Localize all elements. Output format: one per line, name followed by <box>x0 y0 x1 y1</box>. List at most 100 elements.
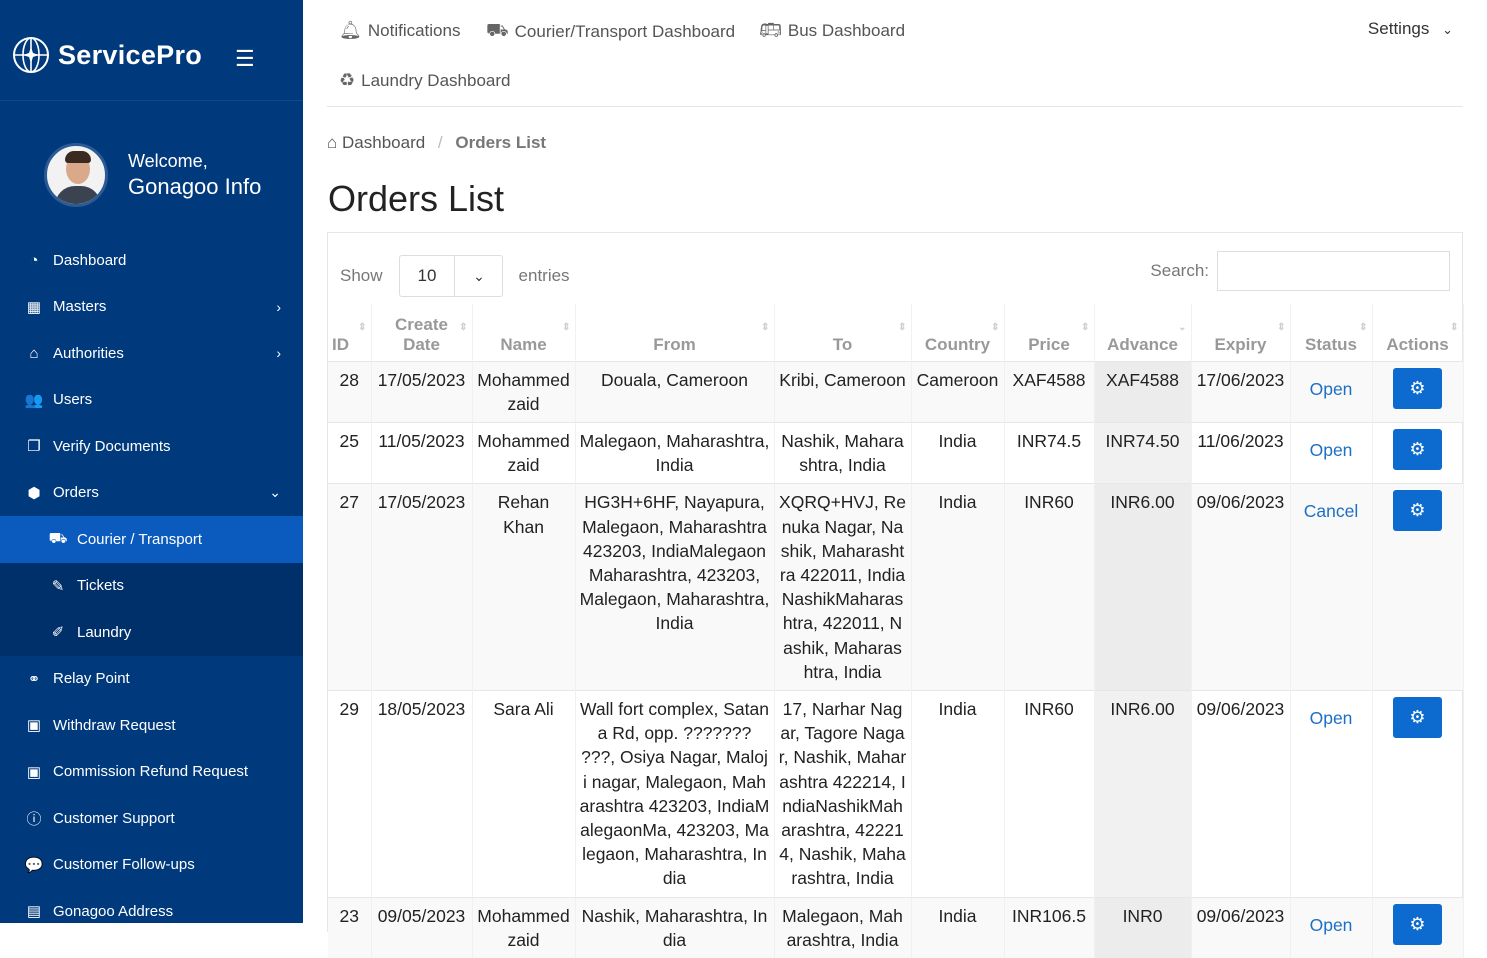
column-header-id[interactable]: ID ⇕ <box>328 304 372 361</box>
column-header-status[interactable]: Status ⇕ <box>1290 304 1373 361</box>
cell-id: 29 <box>328 689 372 898</box>
column-label: Price <box>1028 334 1070 354</box>
sidebar-item-dashboard[interactable]: ◔ Dashboard <box>0 237 303 284</box>
settings-dropdown[interactable]: Settings ⌄ <box>1368 19 1453 39</box>
cell-date: 17/05/2023 <box>371 360 473 423</box>
column-header-name[interactable]: Name ⇕ <box>472 304 576 361</box>
brand-logo[interactable]: ServicePro <box>12 36 202 74</box>
sidebar-item-masters[interactable]: ▦ Masters › <box>0 284 303 331</box>
actions-button[interactable]: ⚙ <box>1393 696 1442 738</box>
sidebar-item-label: Masters <box>53 298 107 316</box>
cell-price: INR60 <box>1004 689 1095 898</box>
actions-button[interactable]: ⚙ <box>1393 367 1442 409</box>
cell-price: XAF4588 <box>1004 360 1095 423</box>
documents-icon: ❐ <box>27 438 41 456</box>
cell-status: Cancel <box>1290 483 1373 691</box>
cell-date: 17/05/2023 <box>371 483 473 691</box>
cell-to: Nashik, Maharashtra, India <box>774 421 912 484</box>
orders-icon: ⬢ <box>27 484 41 502</box>
cogs-icon: ⚙ <box>1409 500 1426 521</box>
actions-button[interactable]: ⚙ <box>1393 490 1442 532</box>
breadcrumb-dashboard[interactable]: Dashboard <box>342 133 426 152</box>
top-navigation: 🔔︎ Notifications ⛟ Courier/Transport Dashb… <box>327 0 1463 107</box>
welcome-text: Welcome, <box>128 150 208 171</box>
table-row: 25 11/05/2023 Mohammed zaid Malegaon, Mahar… <box>328 421 1464 484</box>
sidebar-item-customer-support[interactable]: ⓘ Customer Support <box>0 795 303 842</box>
sidebar-item-tickets[interactable]: ✎ Tickets <box>0 562 303 609</box>
sidebar-item-authorities[interactable]: ⌂ Authorities › <box>0 330 303 377</box>
sidebar-item-customer-follow-ups[interactable]: 💬 Customer Follow-ups <box>0 842 303 889</box>
search-input[interactable] <box>1217 251 1450 291</box>
status-link[interactable]: Open <box>1309 914 1353 935</box>
sidebar-item-courier-transport[interactable]: ⛟ Courier / Transport <box>0 516 303 563</box>
column-header-actions[interactable]: Actions ⇕ <box>1372 304 1464 361</box>
actions-button[interactable]: ⚙ <box>1393 903 1442 945</box>
cell-advance: INR74.50 <box>1094 421 1192 484</box>
cell-to: Kribi, Cameroon <box>774 360 912 423</box>
column-header-to[interactable]: To ⇕ <box>774 304 912 361</box>
notifications-link[interactable]: 🔔︎ Notifications <box>339 20 460 41</box>
cell-advance: INR6.00 <box>1094 483 1192 691</box>
column-label: Actions <box>1386 334 1449 354</box>
sort-icon: ⇕ <box>459 322 468 333</box>
sidebar-item-verify-documents[interactable]: ❐ Verify Documents <box>0 423 303 470</box>
chevron-down-icon: ⌄ <box>453 256 504 296</box>
status-link[interactable]: Open <box>1309 439 1353 460</box>
cell-country: India <box>911 421 1005 484</box>
column-header-advance[interactable]: Advance ⌄ <box>1094 304 1192 361</box>
courier-dashboard-link[interactable]: ⛟ Courier/Transport Dashboard <box>486 20 735 44</box>
cell-name: Mohammed zaid <box>472 360 576 423</box>
cell-date: 18/05/2023 <box>371 689 473 898</box>
column-header-expiry[interactable]: Expiry ⇕ <box>1191 304 1291 361</box>
bus-dashboard-link[interactable]: 🚌︎ Bus Dashboard <box>759 20 905 41</box>
column-header-country[interactable]: Country ⇕ <box>911 304 1005 361</box>
relay-icon: ⚭ <box>27 670 41 688</box>
truck-icon: ⛟ <box>48 529 68 547</box>
info-icon: ⓘ <box>26 810 42 828</box>
sidebar-item-label: Tickets <box>77 577 124 595</box>
sidebar-item-gonagoo-address[interactable]: ▤ Gonagoo Address <box>0 888 303 935</box>
home-icon: ⌂ <box>327 133 338 152</box>
sidebar-item-withdraw-request[interactable]: ▣ Withdraw Request <box>0 702 303 749</box>
cell-advance: INR6.00 <box>1094 689 1192 898</box>
entries-select[interactable]: 10 ⌄ <box>398 255 504 297</box>
sidebar-item-label: Customer Support <box>53 809 175 827</box>
sort-icon: ⇕ <box>1277 322 1286 333</box>
laundry-icon: ✐ <box>51 624 65 642</box>
actions-button[interactable]: ⚙ <box>1393 428 1442 470</box>
cell-to: XQRQ+HVJ, Renuka Nagar, Nashik, Maharash… <box>774 483 912 691</box>
column-header-create-date[interactable]: Create Date ⇕ <box>371 304 473 361</box>
laundry-dashboard-link[interactable]: ♻ Laundry Dashboard <box>339 70 510 91</box>
chevron-icon: ⌄ <box>269 484 281 501</box>
cell-price: INR106.5 <box>1004 896 1095 958</box>
cell-status: Open <box>1290 689 1373 898</box>
table-row: 28 17/05/2023 Mohammed zaid Douala, Cameroo… <box>328 360 1464 423</box>
menu-toggle-icon[interactable]: ☰ <box>235 46 255 71</box>
sidebar-item-label: Courier / Transport <box>77 530 203 548</box>
cogs-icon: ⚙ <box>1409 438 1426 459</box>
cell-expiry: 09/06/2023 <box>1191 896 1291 958</box>
column-header-price[interactable]: Price ⇕ <box>1004 304 1095 361</box>
sidebar-item-commission-refund-request[interactable]: ▣ Commission Refund Request <box>0 749 303 796</box>
cell-price: INR74.5 <box>1004 421 1095 484</box>
cell-from: Nashik, Maharashtra, India <box>575 896 775 958</box>
cell-name: Rehan Khan <box>472 483 576 691</box>
globe-icon <box>13 37 49 73</box>
sidebar-item-orders[interactable]: ⬢ Orders ⌄ <box>0 470 303 517</box>
sidebar-item-laundry[interactable]: ✐ Laundry <box>0 609 303 656</box>
sidebar-item-relay-point[interactable]: ⚭ Relay Point <box>0 656 303 703</box>
cell-price: INR60 <box>1004 483 1095 691</box>
sort-icon: ⇕ <box>1359 322 1368 333</box>
status-link[interactable]: Open <box>1309 707 1353 728</box>
column-header-from[interactable]: From ⇕ <box>575 304 775 361</box>
status-link[interactable]: Open <box>1309 378 1353 399</box>
breadcrumb-separator: / <box>437 133 443 152</box>
cell-name: Mohammed zaid <box>472 896 576 958</box>
cell-expiry: 09/06/2023 <box>1191 689 1291 898</box>
status-link[interactable]: Cancel <box>1303 501 1359 522</box>
sidebar-item-label: Dashboard <box>53 251 127 269</box>
sidebar-item-label: Gonagoo Address <box>53 902 174 920</box>
sidebar-item-label: Authorities <box>53 344 124 362</box>
sidebar-item-users[interactable]: 👥 Users <box>0 377 303 424</box>
cell-expiry: 11/06/2023 <box>1191 421 1291 484</box>
